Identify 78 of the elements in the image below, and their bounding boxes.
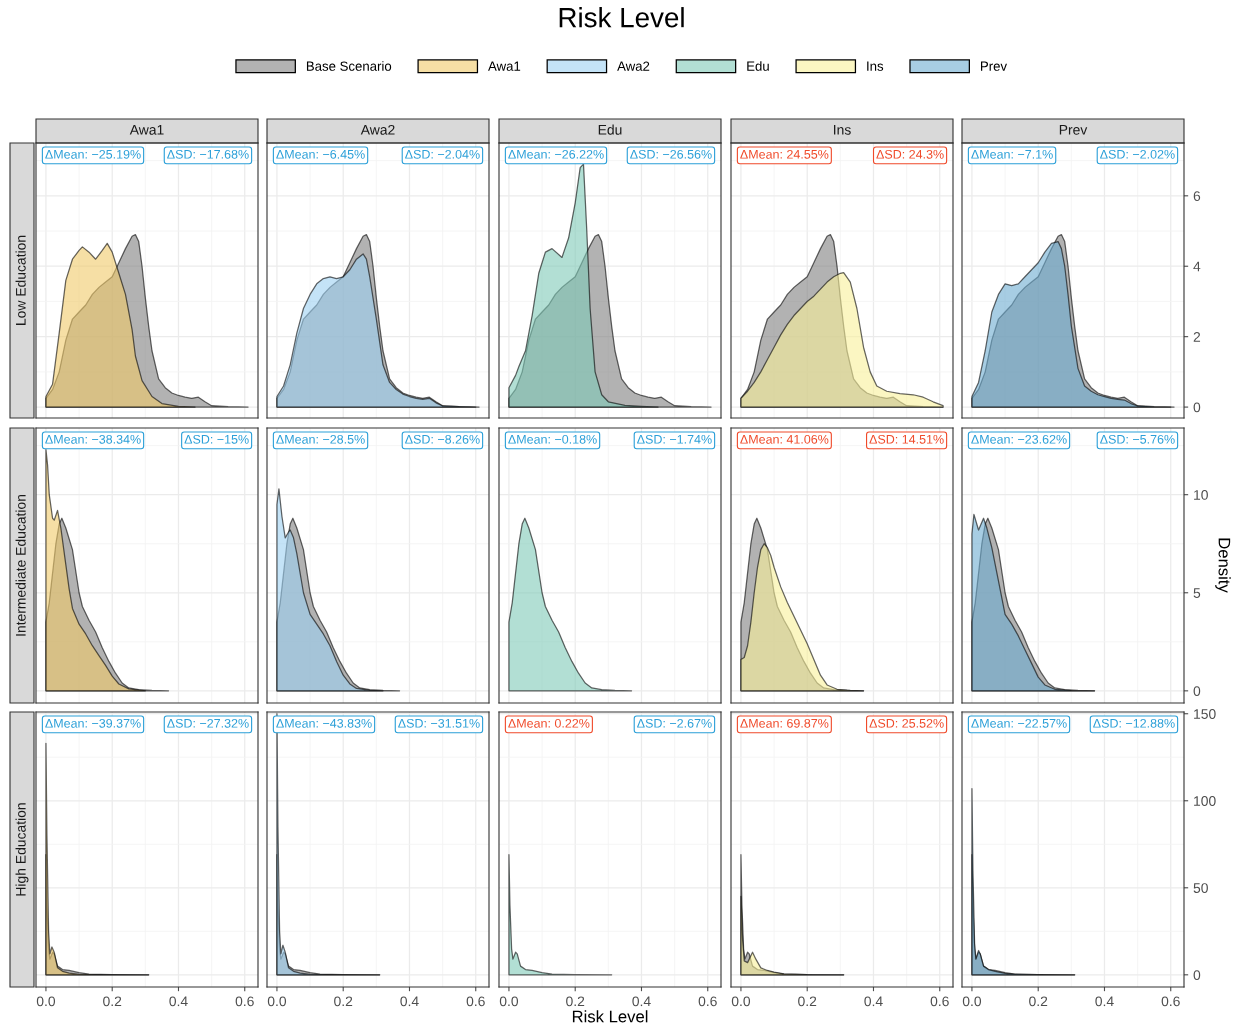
annotation: ΔSD: 24.3% xyxy=(876,149,944,159)
x-tick-label: 0.4 xyxy=(632,996,651,1007)
x-tick-label: 0.6 xyxy=(235,996,254,1007)
x-tick-label: 0.2 xyxy=(798,996,817,1007)
annotation: ΔMean: −0.18% xyxy=(508,434,597,444)
legend-label: Awa1 xyxy=(488,61,521,71)
x-tick-label: 0.2 xyxy=(103,996,122,1007)
annotation: ΔMean: 41.06% xyxy=(740,434,829,444)
annotation: ΔMean: −6.45% xyxy=(276,149,365,159)
annotation: ΔMean: −38.34% xyxy=(45,434,141,444)
annotation: ΔSD: −2.04% xyxy=(405,149,480,159)
chart-title: Awa2 xyxy=(360,124,395,135)
annotation: ΔSD: 14.51% xyxy=(869,434,944,444)
y-tick-label: 50 xyxy=(1193,883,1208,893)
y-axis-title: Intermediate Education xyxy=(15,494,26,636)
chart-title: Awa1 xyxy=(129,125,164,135)
y-axis-title: High Education xyxy=(15,803,29,896)
x-tick-label: 0.0 xyxy=(36,996,56,1007)
annotation: ΔSD: −17.68% xyxy=(167,149,249,159)
annotation: ΔSD: −15% xyxy=(184,434,249,444)
x-tick-label: 0.0 xyxy=(499,996,519,1007)
x-tick-label: 0.4 xyxy=(400,996,419,1007)
legend-label: Awa2 xyxy=(617,61,650,71)
x-tick-label: 0.4 xyxy=(169,996,188,1007)
x-tick-label: 0.4 xyxy=(1095,996,1114,1007)
y-tick-label: 100 xyxy=(1194,796,1216,806)
annotation: ΔMean: 24.55% xyxy=(740,149,829,159)
legend-label: Prev xyxy=(981,61,1007,71)
annotation: ΔSD: −26.56% xyxy=(630,149,712,159)
annotation: ΔSD: −1.74% xyxy=(637,434,712,444)
annotation: ΔSD: −12.88% xyxy=(1093,718,1175,728)
annotation: ΔMean: −22.57% xyxy=(971,718,1067,728)
annotation: ΔMean: 0.22% xyxy=(508,718,590,728)
annotation: ΔMean: −43.83% xyxy=(276,718,372,728)
annotation: ΔMean: 69.87% xyxy=(740,718,829,728)
annotation: ΔMean: −26.22% xyxy=(508,149,604,159)
annotation: ΔSD: −27.32% xyxy=(167,718,249,728)
y-tick-label: 150 xyxy=(1194,709,1216,719)
y-tick-label: 6 xyxy=(1193,191,1201,201)
text: Risk Level xyxy=(572,1010,648,1023)
annotation: ΔMean: −39.37% xyxy=(45,718,141,728)
x-tick-label: 0.0 xyxy=(267,996,287,1007)
x-tick-label: 0.6 xyxy=(930,996,949,1007)
y-tick-label: 0 xyxy=(1193,402,1201,413)
legend-label: Edu xyxy=(747,61,769,71)
annotation: ΔSD: −5.76% xyxy=(1100,434,1175,444)
legend-label: Ins xyxy=(867,61,884,71)
annotation: ΔSD: 25.52% xyxy=(869,718,944,728)
x-tick-label: 0.6 xyxy=(466,996,485,1007)
annotation: ΔSD: −8.26% xyxy=(405,434,480,444)
y-tick-label: 4 xyxy=(1193,261,1201,272)
annotation: ΔSD: −2.02% xyxy=(1100,149,1175,159)
annotation: ΔSD: −2.67% xyxy=(637,718,712,728)
x-tick-label: 0.2 xyxy=(334,996,353,1007)
chart-title: Ins xyxy=(834,125,851,135)
chart-title: Prev xyxy=(1059,125,1088,135)
x-tick-label: 0.6 xyxy=(1161,996,1180,1007)
annotation: ΔMean: −7.1% xyxy=(971,149,1053,159)
annotation: ΔMean: −28.5% xyxy=(276,434,365,444)
x-tick-label: 0.2 xyxy=(1029,996,1048,1007)
x-tick-label: 0.0 xyxy=(731,996,751,1007)
y-tick-label: 5 xyxy=(1193,588,1201,598)
x-tick-label: 0.2 xyxy=(566,996,585,1007)
text: Risk Level xyxy=(559,7,684,28)
x-tick-label: 0.0 xyxy=(962,996,982,1007)
x-tick-label: 0.6 xyxy=(698,996,717,1007)
y-tick-label: 10 xyxy=(1194,490,1208,500)
text: Density xyxy=(1215,538,1231,593)
annotation: ΔSD: −31.51% xyxy=(398,718,480,728)
y-axis-title: Low Education xyxy=(15,235,26,325)
y-tick-label: 0 xyxy=(1193,686,1201,697)
annotation: ΔMean: −23.62% xyxy=(971,434,1067,444)
x-tick-label: 0.4 xyxy=(864,996,883,1007)
chart-title: Edu xyxy=(598,124,622,135)
y-tick-label: 0 xyxy=(1193,970,1201,980)
annotation: ΔMean: −25.19% xyxy=(45,149,141,159)
legend-label: Base Scenario xyxy=(306,61,392,71)
y-tick-label: 2 xyxy=(1193,332,1201,342)
